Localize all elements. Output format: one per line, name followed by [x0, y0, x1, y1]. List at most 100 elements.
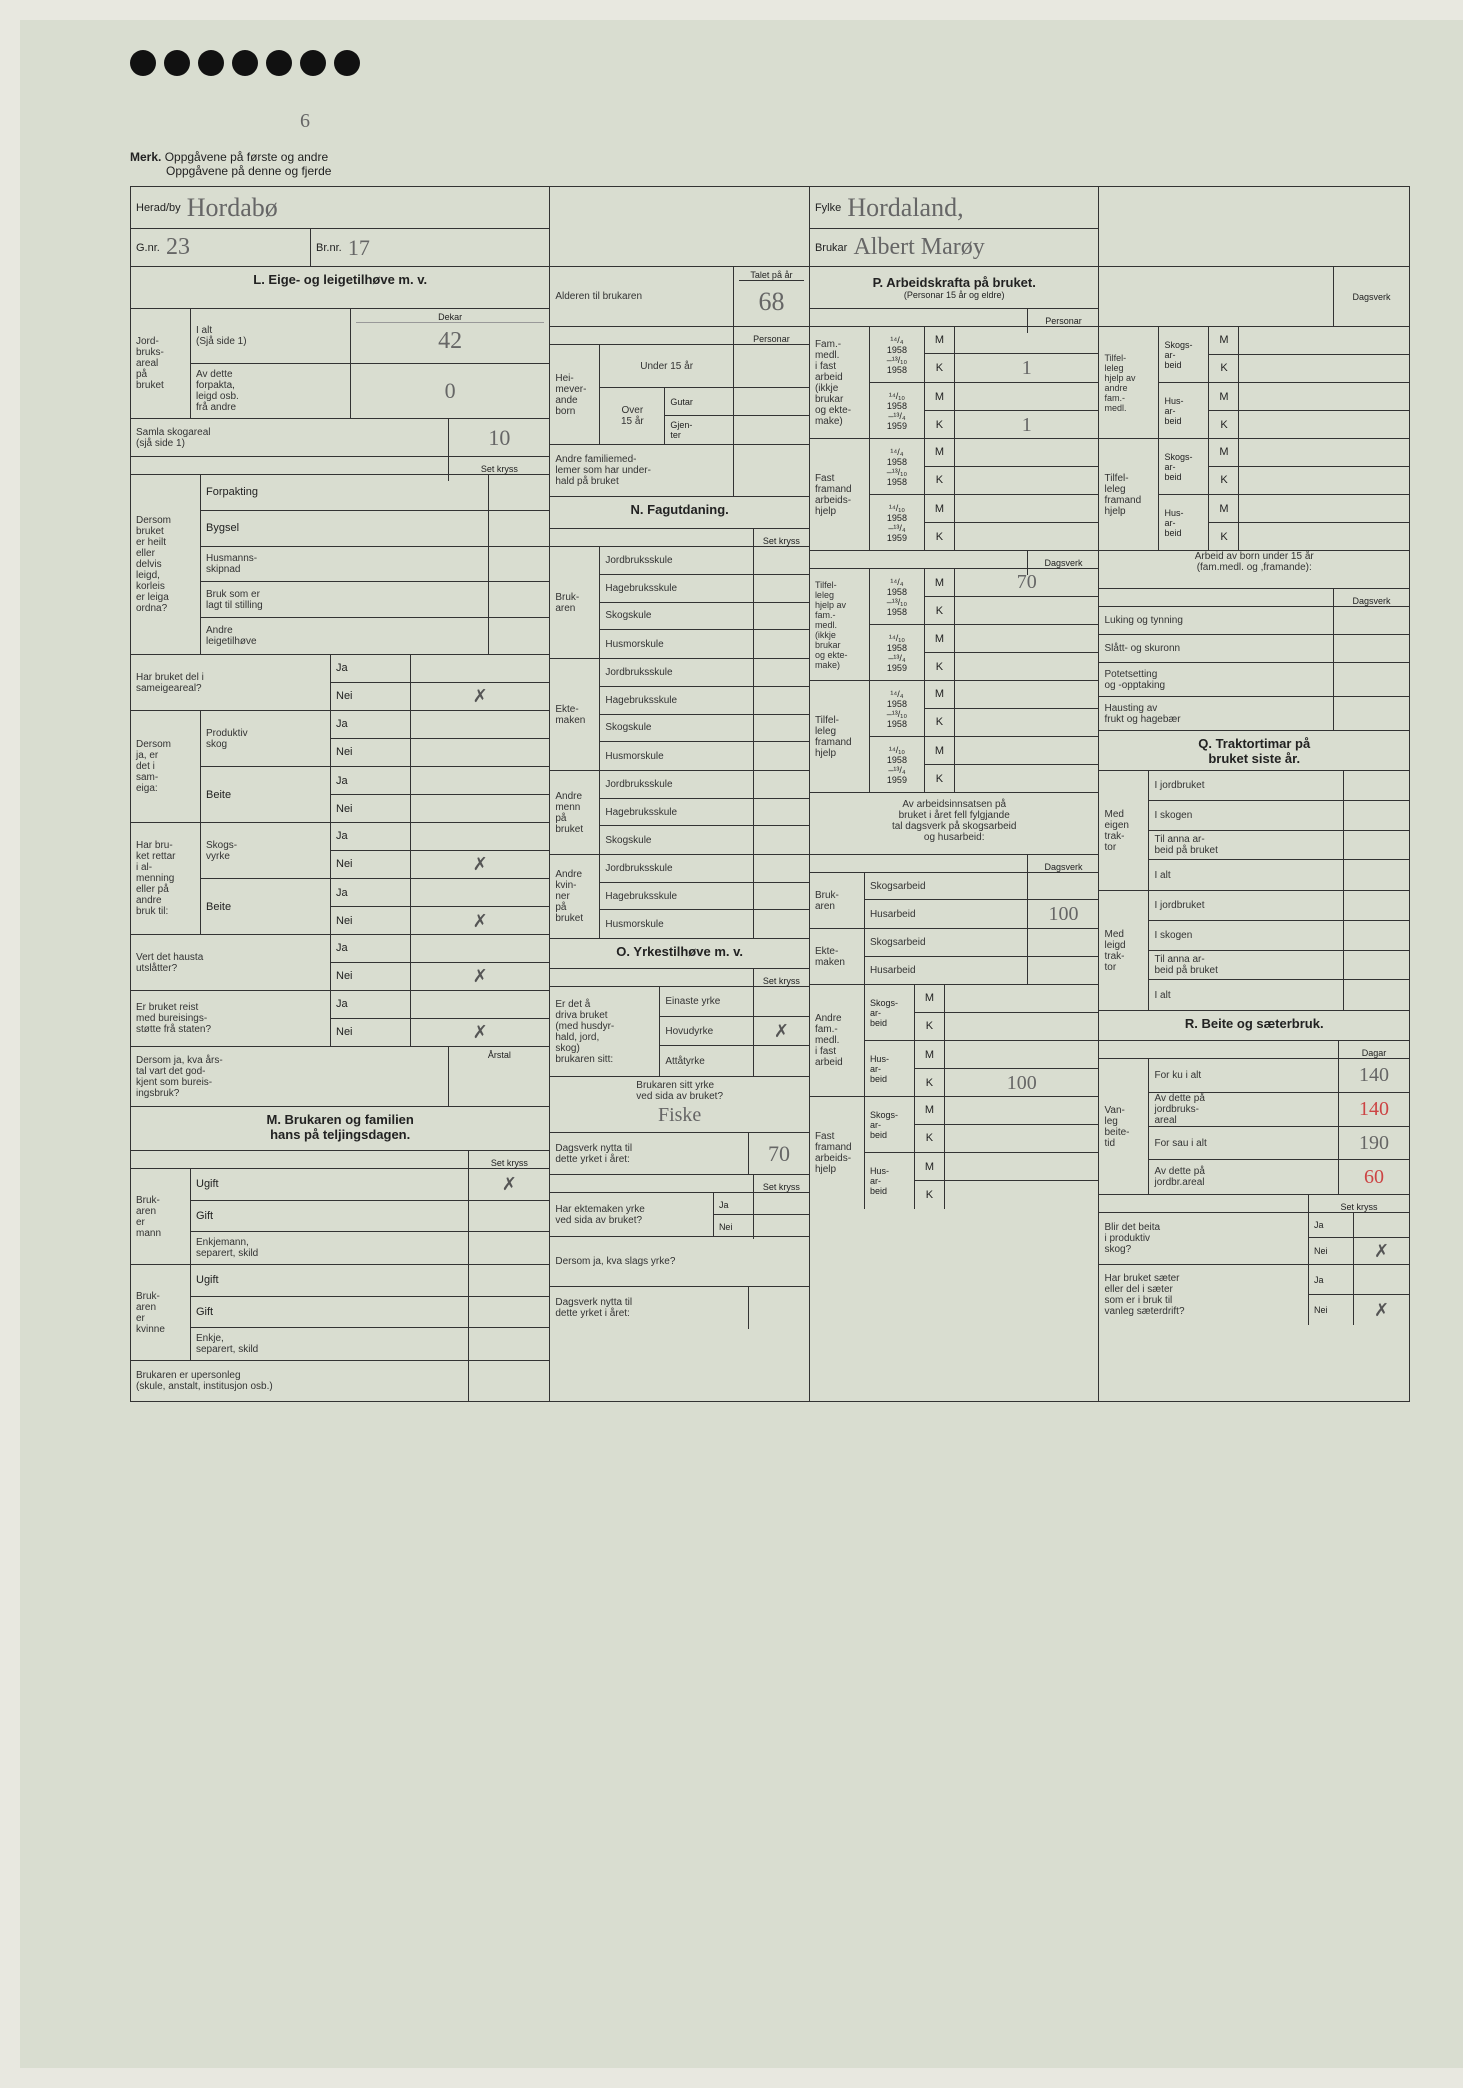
forsau-val: 190: [1339, 1127, 1409, 1160]
attat: Attåtyrke: [660, 1046, 754, 1076]
col-mid: Alderen til brukaren Talet på år 68 Pers…: [550, 187, 810, 1401]
section-m-title: M. Brukaren og familien hans på teljings…: [131, 1107, 549, 1151]
o-dersomja: Dersom ja, kva slags yrke?: [550, 1237, 809, 1286]
section-o-title: O. Yrkestilhøve m. v.: [550, 939, 809, 969]
section-n-title: N. Fagutdaning.: [550, 497, 809, 529]
sameige-nei: Nei: [331, 683, 411, 710]
hausting: Hausting av frukt og hagebær: [1099, 697, 1334, 730]
dagsverk1-val: 70: [749, 1133, 809, 1174]
brukkvinne: Bruk- aren er kvinne: [131, 1265, 191, 1360]
beite2-nei-mark: ✗: [411, 907, 549, 935]
tilf-fam: Tilfel- leleg hjelp av fam.- medl. (ikkj…: [810, 569, 870, 680]
avdette-label: Av dette forpakta, leigd osb. frå andre: [191, 364, 351, 419]
section-p-title: P. Arbeidskrafta på bruket.(Personar 15 …: [810, 267, 1099, 309]
talet-hdr: Talet på år: [739, 270, 804, 281]
merk-l2: Oppgåvene på denne og fjerde: [166, 164, 331, 178]
over15: Over 15 år: [600, 388, 665, 444]
arbeidborn: Arbeid av born under 15 år (fam.medl. og…: [1099, 551, 1409, 589]
p-ekte: Ekte- maken: [810, 929, 865, 984]
p-k1959: 1: [955, 411, 1099, 439]
avarbeid: Av arbeidsinnsatsen på bruket i året fel…: [810, 793, 1099, 855]
avdette-jord2: Av dette på jordbr.areal: [1149, 1160, 1339, 1194]
bureising-q: Er bruket reist med bureisings- støtte f…: [131, 991, 331, 1046]
harbruket: Har bru- ket rettar i al- menning eller …: [131, 823, 201, 934]
gjenter: Gjen- ter: [665, 416, 734, 444]
col-p1: Fylke Hordaland, Brukar Albert Marøy P. …: [810, 187, 1100, 1401]
n-ekte: Ekte- maken: [550, 659, 600, 770]
enkje: Enkje, separert, skild: [191, 1328, 469, 1360]
dersomja: Dersom ja, er det i sam- eiga:: [131, 711, 201, 822]
avdette-val: 0: [351, 364, 549, 419]
dagsverk1-label: Dagsverk nytta til dette yrket i året:: [550, 1133, 749, 1174]
n-brukaren: Bruk- aren: [550, 547, 600, 658]
section-r-title: R. Beite og sæterbruk.: [1099, 1011, 1409, 1041]
form-page: 6 Merk. Oppgåvene på første og andre Opp…: [20, 20, 1463, 2068]
andre-leige: Andre leigetilhøve: [201, 618, 489, 654]
vert-nei-mark: ✗: [411, 963, 549, 990]
jordbruksareal-label: Jord- bruks- areal på bruket: [131, 309, 191, 418]
n-andrekvin: Andre kvin- ner på bruket: [550, 855, 600, 938]
skogs-nei-mark: ✗: [411, 851, 549, 878]
sameige-nei-mark: ✗: [411, 683, 549, 710]
brukar: Brukar Albert Marøy: [810, 229, 1099, 266]
ugift: Ugift: [191, 1169, 469, 1200]
section-l-title: L. Eige- og leigetilhøve m. v.: [131, 267, 549, 309]
avdette-jord2-val: 60: [1339, 1160, 1409, 1194]
binder-holes: [130, 50, 360, 76]
dersomja2: Dersom ja, kva års- tal vart det god- kj…: [131, 1047, 449, 1106]
col-left: Herad/by Hordabø G.nr. 23 Br.nr. 17 L. E…: [131, 187, 550, 1401]
col-right: Dagsverk Tilfel- leleg hjelp av andre fa…: [1099, 187, 1409, 1401]
page-number: 6: [300, 110, 310, 133]
tilf-fra: Tilfel- leleg framand hjelp: [810, 681, 870, 792]
avdette-jord: Av dette på jordbruks- areal: [1149, 1093, 1339, 1126]
hovud-mark: ✗: [754, 1017, 809, 1046]
ialt-label: I alt (Sjå side 1): [191, 309, 351, 363]
n-andremenn: Andre menn på bruket: [550, 771, 600, 854]
tilfframand: Tilfel- leleg framand hjelp: [1099, 439, 1159, 550]
fylke: Fylke Hordaland,: [810, 187, 1099, 228]
forku-val: 140: [1339, 1059, 1409, 1092]
heime: Hei- mever- ande born: [550, 345, 600, 444]
sameige-q: Har bruket del i sameigeareal?: [131, 655, 331, 710]
dersom-label: Dersom bruket er heilt eller delvis leig…: [131, 475, 201, 654]
gnr: G.nr. 23: [131, 229, 311, 266]
bygsel: Bygsel: [201, 511, 489, 546]
form-grid: Herad/by Hordabø G.nr. 23 Br.nr. 17 L. E…: [130, 186, 1410, 1402]
einaste: Einaste yrke: [660, 987, 754, 1016]
herad-value: Hordabø: [187, 193, 278, 223]
skogsvyrke: Skogs- vyrke: [201, 823, 331, 878]
dekar-hdr: Dekar: [356, 312, 544, 323]
andrefam: Andre familiemed- lemer som har under- h…: [550, 445, 734, 496]
vert-q: Vert det hausta utslåtter?: [131, 935, 331, 990]
samla-label: Samla skogareal (sjå side 1): [131, 419, 449, 456]
merk-note: Merk. Oppgåvene på første og andre Oppgå…: [130, 150, 1423, 178]
gift: Gift: [191, 1201, 469, 1232]
forpakting: Forpakting: [201, 475, 489, 510]
forsau: For sau i alt: [1149, 1127, 1339, 1160]
fammedl: Fam.- medl. i fast arbeid (ikkje brukar …: [810, 327, 870, 438]
bruksom: Bruk som er lagt til stilling: [201, 582, 489, 617]
brukmann: Bruk- aren er mann: [131, 1169, 191, 1264]
samla-val: 10: [449, 419, 549, 456]
fastframand: Fast framand arbeids- hjelp: [810, 439, 870, 550]
blirdet-nei-mark: ✗: [1354, 1238, 1409, 1264]
sideyrke-val: Fiske: [658, 1104, 701, 1127]
p-brukaren: Bruk- aren: [810, 873, 865, 928]
harsaeter-nei-mark: ✗: [1354, 1295, 1409, 1325]
section-q-title: Q. Traktortimar på bruket siste år.: [1099, 731, 1409, 771]
slatt: Slått- og skuronn: [1099, 635, 1334, 662]
ialt-val: 42: [356, 323, 544, 360]
tilfhjelp: Tilfel- leleg hjelp av andre fam.- medl.: [1099, 327, 1159, 438]
luking: Luking og tynning: [1099, 607, 1334, 634]
bureising-nei-mark: ✗: [411, 1019, 549, 1046]
herad-label: Herad/by Hordabø: [131, 187, 549, 228]
hovud: Hovudyrke: [660, 1017, 754, 1046]
husmanns: Husmanns- skipnad: [201, 547, 489, 582]
potet: Potetsetting og -opptaking: [1099, 663, 1334, 696]
arstal-hdr: Årstal: [488, 1050, 511, 1060]
medeigen: Med eigen trak- tor: [1099, 771, 1149, 890]
prodskog: Produktiv skog: [201, 711, 331, 766]
alder-val: 68: [739, 281, 804, 323]
p-andrefam2: Andre fam.- medl. i fast arbeid: [810, 985, 865, 1096]
enkjemann: Enkjemann, separert, skild: [191, 1232, 469, 1264]
